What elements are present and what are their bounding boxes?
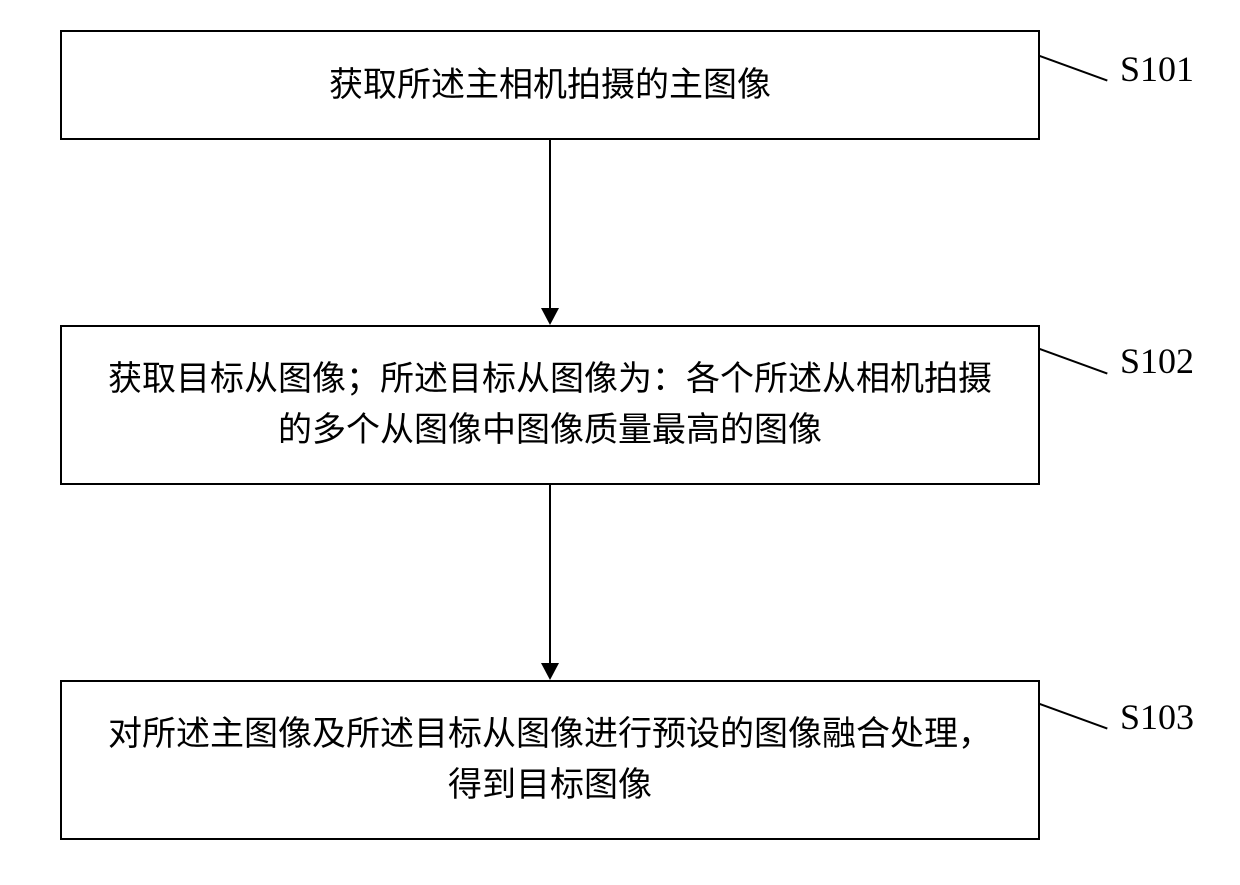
arrow-s102-s103 xyxy=(550,485,552,680)
arrow-s101-s102 xyxy=(550,140,552,325)
flow-node-s103: 对所述主图像及所述目标从图像进行预设的图像融合处理，得到目标图像 xyxy=(60,680,1040,840)
leader-line-s101 xyxy=(1039,55,1107,82)
step-label-s103: S103 xyxy=(1120,696,1194,738)
flow-node-s102-text: 获取目标从图像；所述目标从图像为：各个所述从相机拍摄的多个从图像中图像质量最高的… xyxy=(62,354,1038,456)
leader-line-s102 xyxy=(1039,348,1107,375)
flow-node-s102: 获取目标从图像；所述目标从图像为：各个所述从相机拍摄的多个从图像中图像质量最高的… xyxy=(60,325,1040,485)
flow-node-s101-text: 获取所述主相机拍摄的主图像 xyxy=(299,60,801,111)
leader-line-s103 xyxy=(1039,703,1107,730)
flow-node-s101: 获取所述主相机拍摄的主图像 xyxy=(60,30,1040,140)
flow-node-s103-text: 对所述主图像及所述目标从图像进行预设的图像融合处理，得到目标图像 xyxy=(62,709,1038,811)
step-label-s102: S102 xyxy=(1120,340,1194,382)
step-label-s101: S101 xyxy=(1120,48,1194,90)
flowchart-canvas: 获取所述主相机拍摄的主图像 S101 获取目标从图像；所述目标从图像为：各个所述… xyxy=(0,0,1240,885)
